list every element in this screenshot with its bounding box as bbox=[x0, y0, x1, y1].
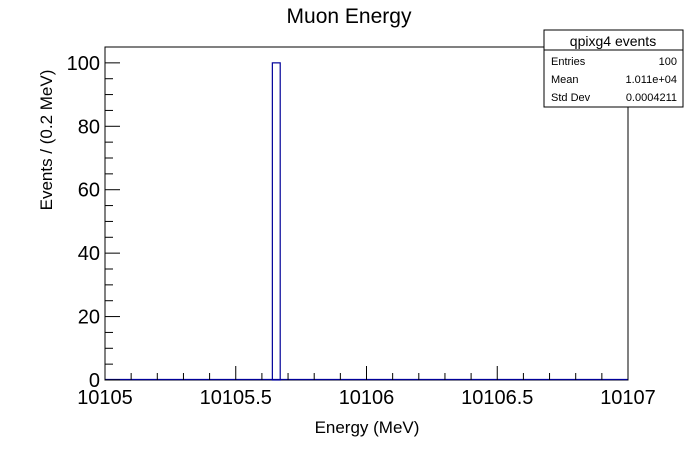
y-tick-label: 20 bbox=[78, 307, 100, 329]
x-axis-label: Energy (MeV) bbox=[315, 418, 420, 437]
x-axis: 10105 10105.5 10106 10106.5 10107 bbox=[77, 366, 656, 409]
stats-box-title: qpixg4 events bbox=[570, 33, 656, 49]
stats-mean-label: Mean bbox=[551, 74, 579, 86]
y-tick-label: 0 bbox=[89, 370, 100, 392]
stats-stddev-value: 0.0004211 bbox=[626, 92, 677, 104]
chart-title: Muon Energy bbox=[287, 5, 412, 28]
stats-entries-label: Entries bbox=[551, 56, 586, 68]
y-axis-label: Events / (0.2 MeV) bbox=[37, 70, 56, 211]
stats-stddev-label: Std Dev bbox=[551, 92, 591, 104]
y-tick-label: 100 bbox=[67, 53, 100, 75]
y-tick-label: 80 bbox=[78, 116, 100, 138]
stats-box: qpixg4 events Entries 100 Mean 1.011e+04… bbox=[543, 29, 684, 108]
stats-box-frame bbox=[543, 29, 684, 108]
y-axis: 0 20 40 60 80 100 bbox=[67, 46, 120, 392]
stats-mean-value: 1.011e+04 bbox=[626, 74, 678, 86]
y-tick-label: 60 bbox=[78, 180, 100, 202]
x-tick-label: 10105 bbox=[77, 387, 133, 409]
plot-frame bbox=[104, 46, 629, 381]
x-tick-label: 10105.5 bbox=[200, 387, 272, 409]
stats-entries-value: 100 bbox=[659, 56, 677, 68]
x-tick-label: 10107 bbox=[600, 387, 656, 409]
y-tick-label: 40 bbox=[78, 243, 100, 265]
x-tick-label: 10106.5 bbox=[461, 387, 533, 409]
x-tick-label: 10106 bbox=[339, 387, 395, 409]
